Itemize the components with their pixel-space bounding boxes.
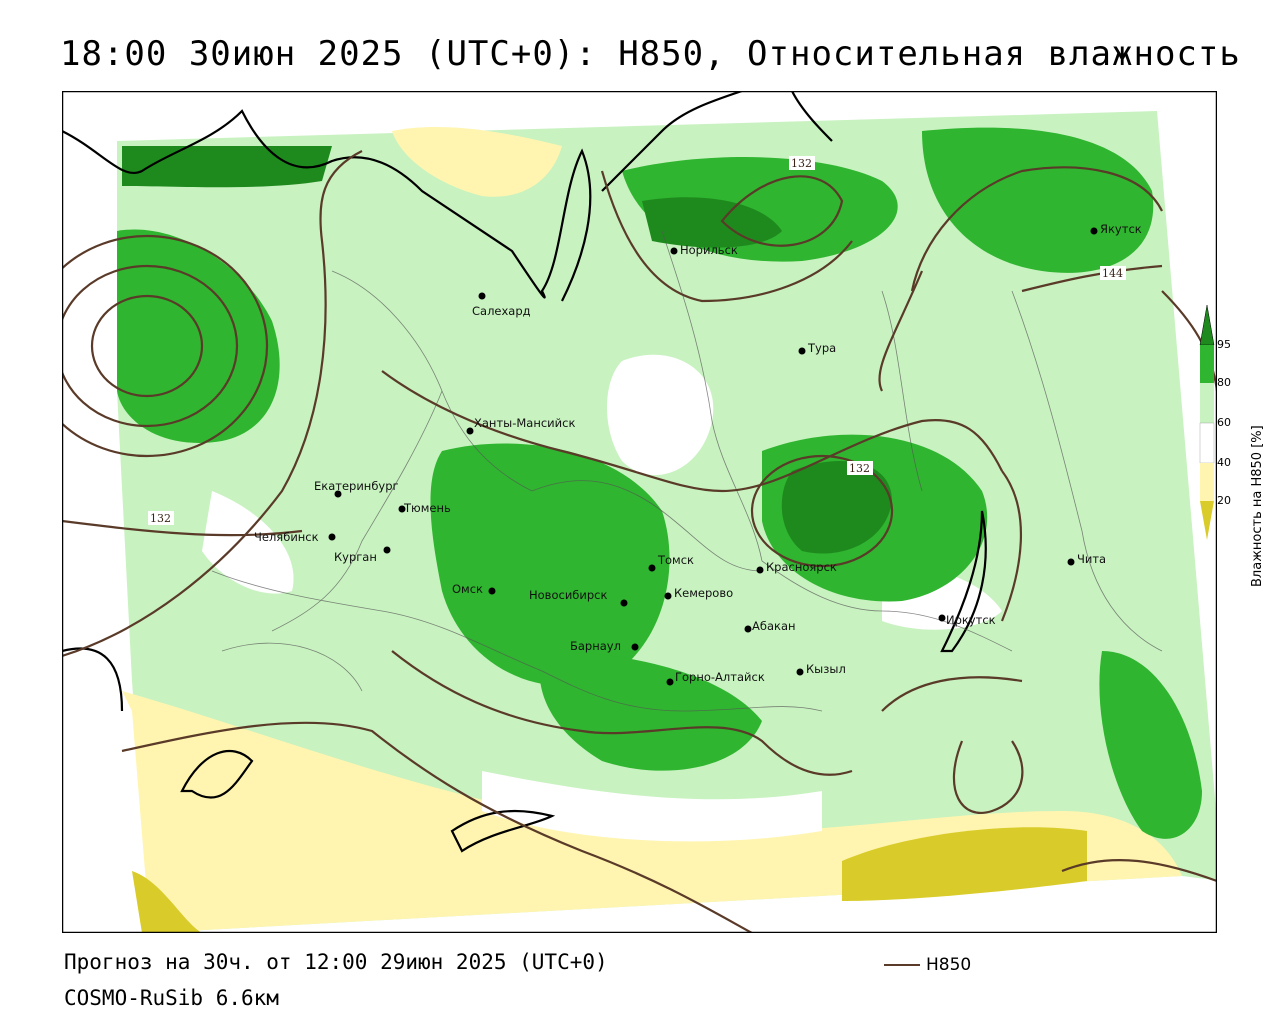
cities: Салехард Норильск Якутск Тура Ханты-Манс… — [254, 222, 1142, 686]
caspian-shore — [180, 749, 254, 799]
white-patch-4 — [482, 771, 822, 842]
svg-text:Салехард: Салехард — [472, 304, 531, 318]
humid-area-west — [117, 229, 280, 443]
colorbar-lt20 — [1200, 501, 1214, 540]
colorbar-tick-60: 60 — [1217, 416, 1231, 429]
svg-text:Курган: Курган — [334, 550, 377, 564]
humid-area-ne — [922, 127, 1154, 273]
map-frame — [62, 91, 1217, 933]
svg-text:Чита: Чита — [1077, 552, 1106, 566]
svg-text:Кемерово: Кемерово — [674, 586, 733, 600]
city-barnaul: Барнаул — [570, 639, 639, 653]
svg-text:Омск: Омск — [452, 582, 483, 596]
city-omsk: Омск — [452, 582, 496, 596]
svg-text:Томск: Томск — [657, 553, 694, 567]
admin-borders — [211, 230, 1163, 712]
svg-text:Абакан: Абакан — [752, 619, 796, 633]
city-chita: Чита — [1067, 552, 1106, 566]
city-krasnoyarsk: Красноярск — [756, 560, 837, 574]
humid-area-south-center — [539, 651, 762, 771]
svg-text:Иркутск: Иркутск — [946, 613, 996, 627]
city-kemerovo: Кемерово — [664, 586, 733, 600]
colorbar-tick-95: 95 — [1217, 338, 1231, 351]
coastline — [62, 91, 987, 853]
svg-text:Норильск: Норильск — [680, 243, 738, 257]
city-tyumen: Тюмень — [398, 501, 451, 515]
svg-text:Екатеринбург: Екатеринбург — [314, 479, 399, 493]
city-norilsk: Норильск — [670, 243, 738, 257]
city-irkutsk: Иркутск — [938, 613, 996, 627]
saturated-area-arctic — [122, 146, 332, 188]
city-kurgan: Курган — [334, 546, 391, 564]
city-abakan: Абакан — [744, 619, 796, 633]
isoline-label: 132 — [849, 462, 870, 475]
city-chelyabinsk: Челябинск — [254, 530, 336, 544]
svg-text:Челябинск: Челябинск — [254, 530, 319, 544]
isoline-label: 144 — [1102, 267, 1123, 280]
city-tomsk: Томск — [648, 553, 694, 572]
map-title: 18:00 30июн 2025 (UTC+0): H850, Относите… — [60, 34, 1241, 74]
isoline-label: 132 — [791, 157, 812, 170]
colorbar-tick-20: 20 — [1217, 494, 1231, 507]
colorbar-60-80 — [1200, 383, 1214, 423]
city-salekhard: Салехард — [472, 292, 531, 318]
city-yakutsk: Якутск — [1090, 222, 1142, 236]
dry-area-arctic — [392, 126, 562, 197]
svg-text:Новосибирск: Новосибирск — [529, 588, 607, 602]
humid-area-se — [1099, 651, 1202, 839]
colorbar-tick-80: 80 — [1217, 376, 1231, 389]
humid-area-center — [430, 443, 670, 687]
city-tura: Тура — [798, 341, 836, 355]
svg-text:Якутск: Якутск — [1100, 222, 1142, 236]
colorbar-40-60 — [1199, 422, 1215, 464]
colorbar-80-95 — [1200, 345, 1214, 383]
city-khanty-mansiysk: Ханты-Мансийск — [466, 416, 575, 435]
saturated-area-krasnoyarsk — [781, 461, 892, 554]
white-patch-1 — [607, 354, 714, 476]
isoline-legend: H850 — [884, 955, 971, 975]
model-domain — [117, 111, 1217, 933]
white-patch-3 — [202, 491, 294, 594]
svg-text:Красноярск: Красноярск — [766, 560, 837, 574]
svg-text:Тура: Тура — [807, 341, 836, 355]
isoline-label: 132 — [150, 512, 171, 525]
colorbar-20-40 — [1200, 463, 1214, 501]
colorbar: 95 80 60 40 20 Влажность на H850 [%] — [1199, 304, 1265, 587]
colorbar-tick-40: 40 — [1217, 456, 1231, 469]
city-yekaterinburg: Екатеринбург — [314, 479, 399, 498]
colorbar-gt95 — [1199, 304, 1215, 346]
svg-text:Горно-Алтайск: Горно-Алтайск — [675, 670, 765, 684]
baikal-lake — [940, 510, 987, 653]
forecast-info: Прогноз на 30ч. от 12:00 29июн 2025 (UTC… — [64, 950, 608, 974]
humidity-map: 132 132 132 144 Салехард Норильск Якутск… — [62, 91, 1217, 933]
svg-text:Ханты-Мансийск: Ханты-Мансийск — [474, 416, 575, 430]
isoline-labels: 132 132 132 144 — [148, 156, 1126, 525]
very-dry-area-1 — [842, 827, 1087, 901]
isoline-swatch — [884, 964, 920, 966]
svg-text:Тюмень: Тюмень — [403, 501, 451, 515]
h850-isolines — [62, 150, 1217, 933]
svg-text:Барнаул: Барнаул — [570, 639, 621, 653]
isoline-legend-label: H850 — [926, 955, 972, 975]
city-gorno-altaysk: Горно-Алтайск — [666, 670, 765, 686]
balkhash-lake — [450, 809, 556, 853]
model-name: COSMO-RuSib 6.6км — [64, 986, 279, 1010]
saturated-area-north — [642, 197, 782, 248]
city-novosibirsk: Новосибирск — [529, 588, 628, 607]
svg-text:Кызыл: Кызыл — [806, 662, 846, 676]
colorbar-title: Влажность на H850 [%] — [1250, 425, 1265, 587]
very-dry-area-2 — [132, 871, 202, 933]
city-kyzyl: Кызыл — [796, 662, 846, 676]
